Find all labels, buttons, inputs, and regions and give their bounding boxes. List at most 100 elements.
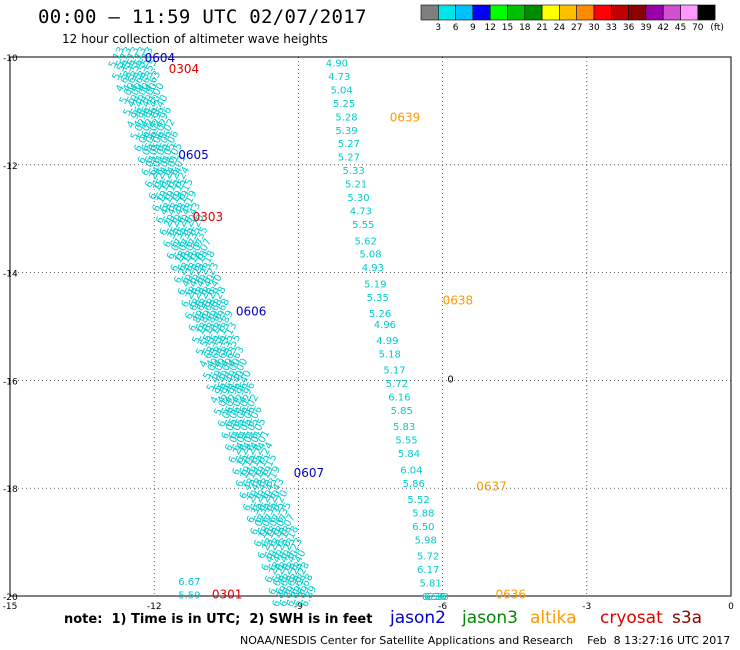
colorbar-swatch xyxy=(472,4,491,21)
colorbar-swatch xyxy=(455,4,474,21)
colorbar-swatch xyxy=(697,4,716,21)
plot-frame xyxy=(9,56,732,597)
track-value: 5.86 xyxy=(403,479,425,490)
colorbar-swatch xyxy=(437,4,456,21)
colorbar-tick-label: 15 xyxy=(502,23,513,33)
track-value: 5.88 xyxy=(412,508,434,519)
colorbar-swatch xyxy=(420,4,439,21)
track-value: 5.72 xyxy=(386,379,408,390)
colorbar-swatch xyxy=(507,4,526,21)
track-value: 5.72 xyxy=(417,552,439,563)
legend-jason2: jason2 xyxy=(390,608,446,628)
track-value: 6.04 xyxy=(400,465,422,476)
track-value: 5.28 xyxy=(335,112,357,123)
track-value: 5.62 xyxy=(355,236,377,247)
pass-label: 0606 xyxy=(236,304,267,318)
pass-label: 0639 xyxy=(390,110,421,124)
track-value: 5.30 xyxy=(347,193,369,204)
track-value: 6.30 xyxy=(427,592,449,603)
colorbar-tick-label: 33 xyxy=(606,23,617,33)
x-tick-label: -6 xyxy=(438,602,447,612)
colorbar-tick-label: 45 xyxy=(675,23,686,33)
track-value: 5.39 xyxy=(335,126,357,137)
colorbar-tick-label: 30 xyxy=(588,23,600,33)
pass-label: 0607 xyxy=(294,466,325,480)
y-tick-label: -20 xyxy=(3,593,18,603)
track-value: 5.52 xyxy=(407,495,429,506)
track-value: 6.16 xyxy=(388,393,410,404)
page-title: 00:00 – 11:59 UTC 02/07/2017 xyxy=(38,6,367,28)
colorbar-tick-label: 24 xyxy=(554,23,566,33)
credit-line: NOAA/NESDIS Center for Satellite Applica… xyxy=(240,634,731,647)
track-value: 4.96 xyxy=(374,320,396,331)
y-tick-label: -12 xyxy=(3,162,18,172)
track-value: 5.27 xyxy=(338,153,360,164)
page-subtitle: 12 hour collection of altimeter wave hei… xyxy=(62,32,328,46)
track-value: 5.27 xyxy=(338,139,360,150)
colorbar-tick-label: 9 xyxy=(470,23,476,33)
colorbar-tick-label: 18 xyxy=(519,23,531,33)
track-value: 5.19 xyxy=(364,279,386,290)
track-value: 5.85 xyxy=(391,406,413,417)
y-tick-label: -10 xyxy=(3,54,18,64)
track-value: 5.33 xyxy=(343,166,365,177)
x-tick-label: -15 xyxy=(3,602,18,612)
track-value: 6.54 xyxy=(422,592,444,603)
colorbar-swatch xyxy=(610,4,629,21)
track-value: 5.81 xyxy=(419,579,441,590)
pass-label: 0301 xyxy=(212,587,243,601)
legend-s3a: s3a xyxy=(672,608,703,628)
pass-label: 5.59 xyxy=(178,590,200,601)
pass-label: 0636 xyxy=(495,587,526,601)
y-tick-label: -14 xyxy=(3,270,18,280)
legend-cryosat: cryosat xyxy=(600,608,663,628)
colorbar-swatch xyxy=(680,4,699,21)
colorbar-tick-label: 3 xyxy=(435,23,441,33)
track-value: 4.90 xyxy=(326,58,348,69)
pass-label: 0637 xyxy=(476,480,507,494)
colorbar-swatch xyxy=(489,4,508,21)
track-value: 5.08 xyxy=(359,250,381,261)
colorbar-swatch xyxy=(576,4,595,21)
track-value: 4.73 xyxy=(350,207,372,218)
pass-label: 6.67 xyxy=(178,577,200,588)
track-value: 4.93 xyxy=(362,263,384,274)
track-value: 5.25 xyxy=(333,99,355,110)
track-value: 4.73 xyxy=(328,72,350,83)
x-tick-label: 0 xyxy=(728,602,734,612)
colorbar-tick-label: (ft) xyxy=(710,23,724,33)
track-value: 5.35 xyxy=(367,293,389,304)
track-value: 5.83 xyxy=(393,422,415,433)
colorbar-swatch xyxy=(593,4,612,21)
track-value: 4.99 xyxy=(376,336,398,347)
track-value: 6.36 xyxy=(424,592,446,603)
track-value: 5.26 xyxy=(369,309,391,320)
y-tick-label: -16 xyxy=(3,377,18,387)
pass-label: 0638 xyxy=(443,294,474,308)
colorbar-swatch xyxy=(541,4,560,21)
colorbar-swatch xyxy=(645,4,664,21)
track-value: 6.17 xyxy=(417,565,439,576)
colorbar-tick-label: 6 xyxy=(453,23,459,33)
colorbar-swatch xyxy=(628,4,647,21)
track-value: 5.17 xyxy=(383,366,405,377)
colorbar-tick-label: 42 xyxy=(657,23,668,33)
colorbar-tick-label: 21 xyxy=(536,23,547,33)
track-value: 6.50 xyxy=(412,522,434,533)
pass-label: 0303 xyxy=(193,210,224,224)
pass-label: 0605 xyxy=(178,148,209,162)
footer-note: note: 1) Time is in UTC; 2) SWH is in fe… xyxy=(64,612,373,627)
colorbar-tick-label: 70 xyxy=(692,23,704,33)
colorbar-swatch xyxy=(524,4,543,21)
colorbar-swatch xyxy=(662,4,681,21)
y-tick-label: -18 xyxy=(3,485,18,495)
track-value: 5.18 xyxy=(379,349,401,360)
colorbar-tick-label: 12 xyxy=(484,23,495,33)
legend-altika: altika xyxy=(530,608,577,628)
x-tick-label: -9 xyxy=(294,602,303,612)
track-value: 5.04 xyxy=(331,85,353,96)
colorbar-tick-label: 36 xyxy=(623,23,635,33)
pass-label: 0604 xyxy=(145,51,176,65)
